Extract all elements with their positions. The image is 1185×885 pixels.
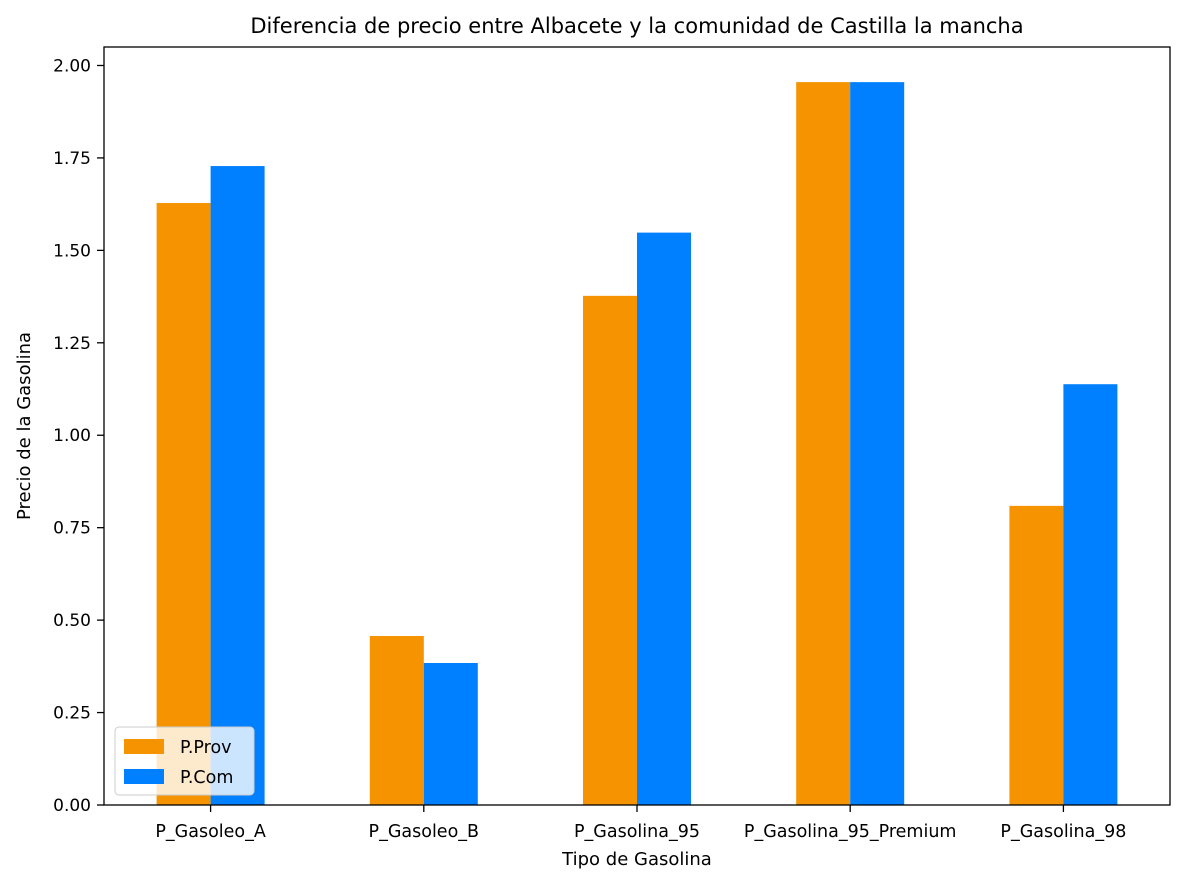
chart-title: Diferencia de precio entre Albacete y la… [250,14,1023,38]
bar-p-com-0 [210,166,265,805]
x-axis-label: Tipo de Gasolina [561,849,712,870]
y-tick-label: 1.25 [53,334,91,354]
bar-p-prov-2 [583,295,637,805]
y-tick-label: 0.00 [53,796,91,816]
bar-p-prov-1 [369,636,424,805]
y-tick-label: 1.50 [53,241,91,261]
y-axis: 0.00 0.25 0.50 0.75 1.00 1.25 1.50 1.75 2.00 [53,56,104,816]
y-tick-label: 1.00 [53,426,91,446]
x-tick-label: P_Gasolina_98 [1000,822,1126,842]
x-tick-label: P_Gasolina_95 [574,822,700,842]
bar-p-prov-3 [796,82,851,805]
y-tick-label: 2.00 [53,56,91,76]
bar-p-com-4 [1063,384,1118,805]
x-tick-label: P_Gasoleo_A [155,822,265,842]
legend-label: P.Com [180,768,233,788]
y-tick-label: 0.25 [53,704,91,724]
bars-group [156,82,1118,805]
y-tick-label: 0.75 [53,519,91,539]
y-tick-label: 1.75 [53,149,91,169]
legend: P.Prov P.Com [114,726,255,796]
x-axis: P_Gasoleo_A P_Gasoleo_B P_Gasolina_95 P_Gas… [155,805,1126,842]
x-tick-label: P_Gasolina_95_Premium [744,822,957,842]
bar-p-com-2 [637,232,691,805]
bar-p-com-3 [850,82,905,805]
bar-p-prov-4 [1009,505,1064,805]
bar-p-prov-0 [156,203,211,805]
legend-swatch [124,769,164,784]
bar-p-com-1 [423,663,478,805]
y-axis-label: Precio de la Gasolina [14,332,35,520]
legend-swatch [124,739,164,754]
y-tick-label: 0.50 [53,611,91,631]
x-tick-label: P_Gasoleo_B [369,822,480,842]
legend-label: P.Prov [180,738,232,758]
